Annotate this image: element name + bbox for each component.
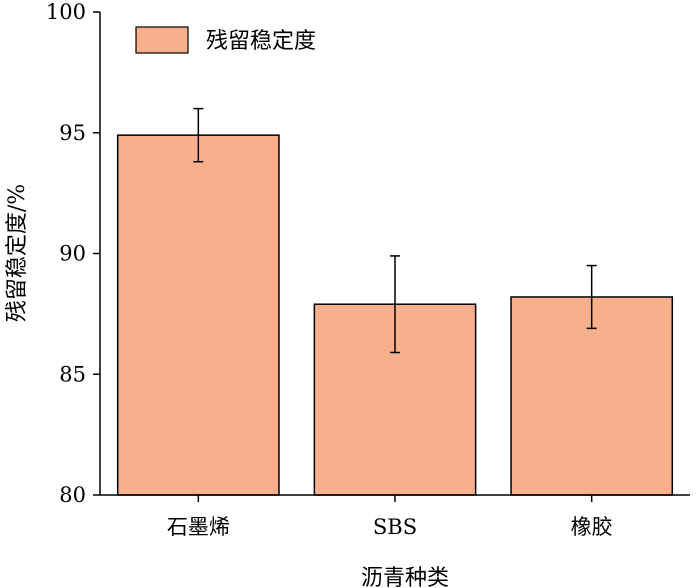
bar — [116, 134, 280, 496]
x-axis-title: 沥青种类 — [361, 566, 449, 588]
y-tick-label: 85 — [59, 362, 86, 386]
y-axis-title: 残留稳定度/% — [5, 184, 30, 322]
legend: 残留稳定度 — [135, 26, 316, 54]
y-tick-label: 80 — [59, 483, 86, 507]
x-ticks: 石墨烯 SBS 橡胶 — [167, 495, 613, 539]
bar — [510, 296, 674, 496]
y-tick-label: 95 — [59, 121, 86, 145]
y-tick-label: 100 — [46, 0, 86, 24]
chart-marks — [116, 107, 674, 496]
y-ticks: 80 85 90 95 100 — [46, 0, 100, 507]
x-tick-label: 橡胶 — [571, 515, 613, 539]
y-tick-label: 90 — [59, 242, 86, 266]
legend-label: 残留稳定度 — [206, 29, 316, 54]
x-tick-label: 石墨烯 — [167, 515, 230, 539]
legend-swatch — [135, 26, 189, 54]
x-tick-label: SBS — [373, 515, 417, 539]
